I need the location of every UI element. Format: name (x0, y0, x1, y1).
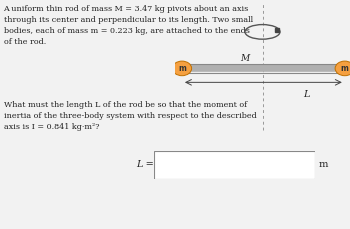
Text: m: m (318, 160, 328, 169)
Circle shape (335, 61, 350, 76)
Text: A uniform thin rod of mass M = 3.47 kg pivots about an axis
through its center a: A uniform thin rod of mass M = 3.47 kg p… (4, 5, 253, 46)
Text: m: m (178, 64, 186, 73)
Text: L: L (303, 90, 309, 99)
Text: M: M (240, 54, 250, 63)
Text: m: m (341, 64, 349, 73)
Text: L =: L = (136, 160, 154, 169)
FancyBboxPatch shape (154, 151, 315, 179)
Circle shape (172, 61, 192, 76)
Text: What must the length L of the rod be so that the moment of
inertia of the three-: What must the length L of the rod be so … (4, 101, 256, 131)
